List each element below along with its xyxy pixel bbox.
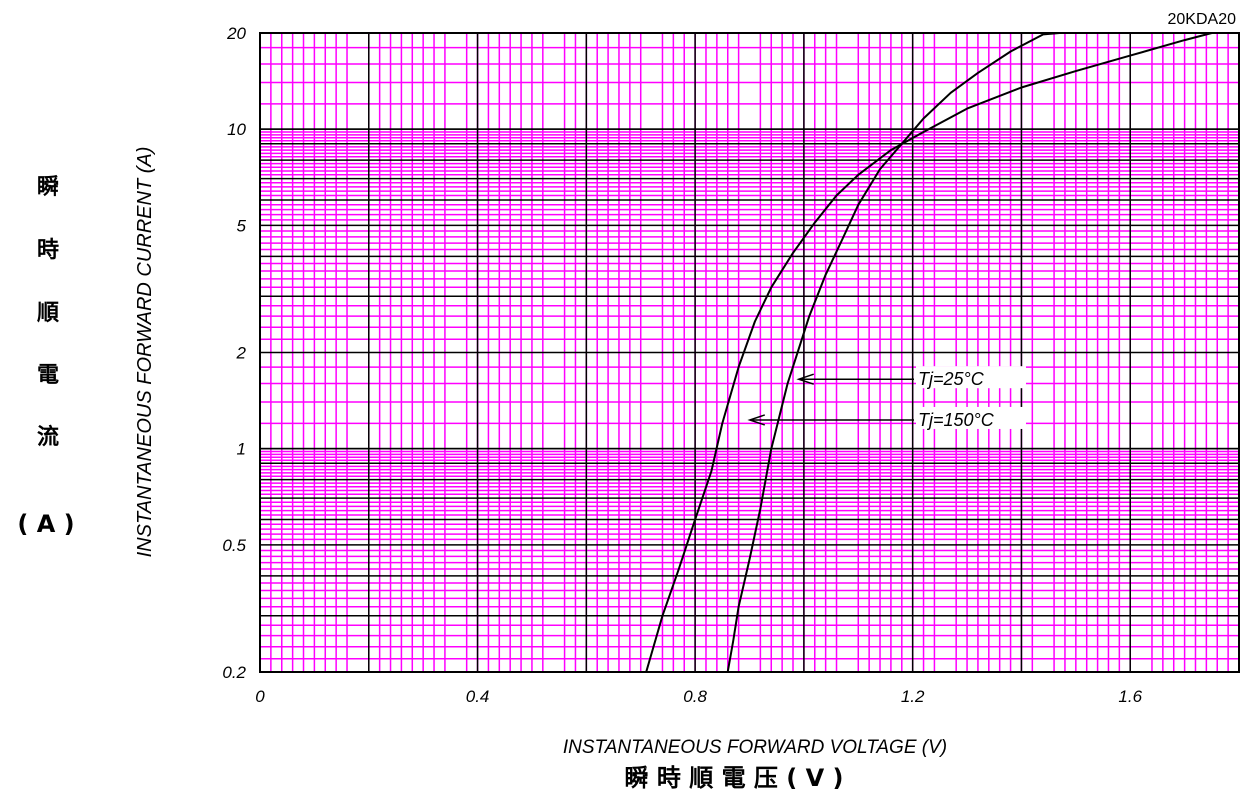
model-label: 20KDA20 <box>1168 11 1237 28</box>
annotations: Tj=25°C Tj=150°C <box>747 366 1026 430</box>
x-tick-label: 0 <box>255 687 265 706</box>
y-tick-label: 2 <box>236 344 247 363</box>
curves <box>645 32 1213 673</box>
series-line-tj25 <box>726 32 1060 673</box>
y-axis-label-cjk: 瞬 時 順 電 流 ( A ) <box>17 175 74 538</box>
annotation-bg <box>916 366 1026 389</box>
x-tick-label: 0.8 <box>683 687 707 706</box>
y-tick-label: 0.5 <box>222 536 246 555</box>
y-tick-label: 0.2 <box>222 663 246 682</box>
y-tick-label: 5 <box>237 216 247 235</box>
y-axis-cjk-char: 時 <box>37 238 59 263</box>
annotation-arrow <box>747 414 766 426</box>
x-tick-label: 1.6 <box>1118 687 1142 706</box>
x-tick-label: 1.2 <box>901 687 925 706</box>
plot-frame <box>259 32 1240 673</box>
x-axis-label: INSTANTANEOUS FORWARD VOLTAGE (V) <box>563 737 947 758</box>
y-axis-cjk-char: 順 <box>37 301 60 326</box>
y-axis-cjk-char: 瞬 <box>37 175 59 200</box>
y-axis-cjk-unit: ( A ) <box>17 510 74 538</box>
y-axis-cjk-char: 電 <box>37 363 59 388</box>
x-tick-label: 0.4 <box>466 687 490 706</box>
y-tick-label: 10 <box>227 120 246 139</box>
y-axis-label: INSTANTANEOUS FORWARD CURRENT (A) <box>134 147 156 558</box>
annotation-arrow <box>796 373 814 385</box>
grid-major <box>260 33 1239 672</box>
y-tick-labels: 0.2 0.5 1 2 5 10 20 <box>222 24 246 682</box>
y-axis-cjk-char: 流 <box>37 424 59 450</box>
x-axis-label-cjk: 瞬 時 順 電 压 ( V ) <box>625 764 844 792</box>
annotation-label: Tj=150°C <box>918 410 995 430</box>
annotation-label: Tj=25°C <box>918 369 985 389</box>
annotation-bg <box>916 406 1026 429</box>
x-tick-labels: 0 0.4 0.8 1.2 1.6 <box>255 687 1142 706</box>
y-tick-label: 1 <box>237 440 246 459</box>
series-line-tj150 <box>645 32 1213 673</box>
y-tick-label: 20 <box>226 24 246 43</box>
